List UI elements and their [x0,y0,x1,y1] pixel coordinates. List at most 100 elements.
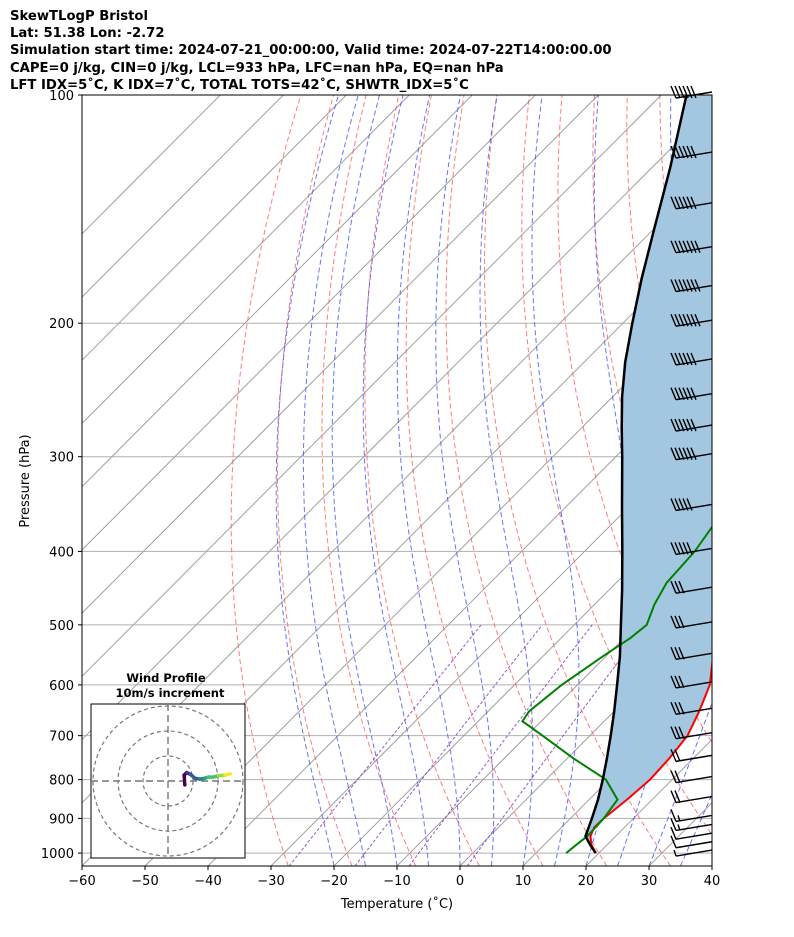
isotherm-line [333,485,712,866]
chart-title-block: SkewTLogP Bristol Lat: 51.38 Lon: -2.72 … [10,8,612,94]
moist-adiabat-line [531,95,580,866]
isotherm-line [459,612,712,866]
moist-adiabat-line [711,864,712,866]
y-tick-label: 900 [49,812,74,827]
wind-barb [670,770,713,784]
moist-adiabat-line [479,95,534,866]
mixing-ratio-line [354,624,543,866]
x-tick-label: −20 [320,874,347,889]
moist-adiabat-line [331,95,398,866]
wind-barb [670,646,713,660]
inset-title: Wind Profile [126,671,206,685]
x-tick-label: −10 [383,874,410,889]
y-tick-label: 200 [49,317,74,332]
x-tick-label: 30 [641,874,658,889]
wind-barb [670,790,713,804]
dry-adiabat-line [321,95,417,866]
indices-line: LFT IDX=5˚C, K IDX=7˚C, TOTAL TOTS=42˚C,… [10,77,469,93]
wind-barb [670,196,713,210]
isotherm-line [775,95,794,866]
y-axis-label: Pressure (hPa) [18,434,33,527]
x-axis-ticks: −60 −50 −40 −30 −20 −10 0 10 20 30 40 [68,866,720,889]
moist-adiabat-line [275,95,339,866]
isotherm-line [82,95,536,551]
wind-barb [670,809,713,823]
moist-adiabat-line [435,95,495,866]
wind-barb [670,447,713,461]
wind-barb [670,749,713,763]
y-tick-label: 800 [49,774,74,789]
wind-barbs [670,85,713,857]
isotherm-line [711,865,712,866]
y-tick-label: 700 [49,730,74,745]
isotherm-line [82,95,410,425]
isotherm-line [207,359,712,866]
temperature-line [589,588,712,854]
dry-adiabat-line [790,95,794,866]
wind-barb [670,701,713,715]
mixing-ratio-line [408,624,593,866]
cape-line: CAPE=0 j/kg, CIN=0 j/kg, LCL=933 hPa, LF… [10,60,504,76]
y-tick-label: 400 [49,545,74,560]
moist-adiabat-line [362,95,429,866]
y-tick-label: 300 [49,451,74,466]
wind-barb [670,418,713,432]
isotherm-line [82,106,712,741]
y-tick-label: 600 [49,679,74,694]
x-tick-label: −60 [68,874,95,889]
wind-barb [670,726,713,740]
y-tick-label: 100 [49,89,74,104]
location-line: Lat: 51.38 Lon: -2.72 [10,26,165,42]
cape-fill [585,95,712,854]
dry-adiabat-line [521,95,712,836]
isotherm-line [82,95,599,614]
moist-adiabat-line [396,95,461,866]
wind-barb [673,849,713,857]
y-tick-label: 1000 [41,847,74,862]
wind-barb [670,542,713,556]
y-tick-label: 500 [49,619,74,634]
wind-barb [670,240,713,254]
mixing-ratio-line [466,624,647,866]
dry-adiabat-line [230,95,302,866]
wind-barb [670,352,713,366]
wind-barb [670,835,713,849]
wind-barb [670,313,713,327]
hodograph-segment [223,772,233,777]
profile-lines [521,95,712,854]
wind-barb [670,818,713,832]
x-tick-label: 40 [704,874,721,889]
moist-adiabat-line [302,95,366,866]
moist-adiabat-line [648,701,712,866]
wind-barb [670,498,713,512]
wind-barb [670,675,713,689]
moist-adiabat-line [680,793,712,866]
wind-barb [670,615,713,629]
x-tick-label: 20 [578,874,595,889]
isotherm-line [82,95,347,361]
x-tick-label: −40 [194,874,221,889]
x-tick-label: 10 [515,874,532,889]
dry-adiabat-line [364,95,480,866]
inset-subtitle: 10m/s increment [116,686,225,700]
wind-barb [670,145,713,159]
dry-adiabat-line [276,95,353,866]
isotherm-line [82,95,473,488]
x-axis-label: Temperature (˚C) [340,896,453,912]
dry-adiabat-line [445,95,608,866]
dry-adiabat-line [483,95,671,866]
dewpoint-line [521,525,712,854]
y-axis-ticks: 100 200 300 400 500 600 700 800 900 1000 [41,89,82,862]
wind-barb [670,580,713,594]
x-tick-label: −50 [131,874,158,889]
time-line: Simulation start time: 2024-07-21_00:00:… [10,43,612,59]
isotherm-line [82,95,284,298]
wind-barb [670,279,713,293]
x-tick-label: −30 [257,874,284,889]
cape-fill-area [585,95,712,854]
dry-adiabat-line [405,95,544,866]
wind-barb [670,387,713,401]
dry-adiabat-line [725,95,794,866]
wind-barb [670,826,713,840]
